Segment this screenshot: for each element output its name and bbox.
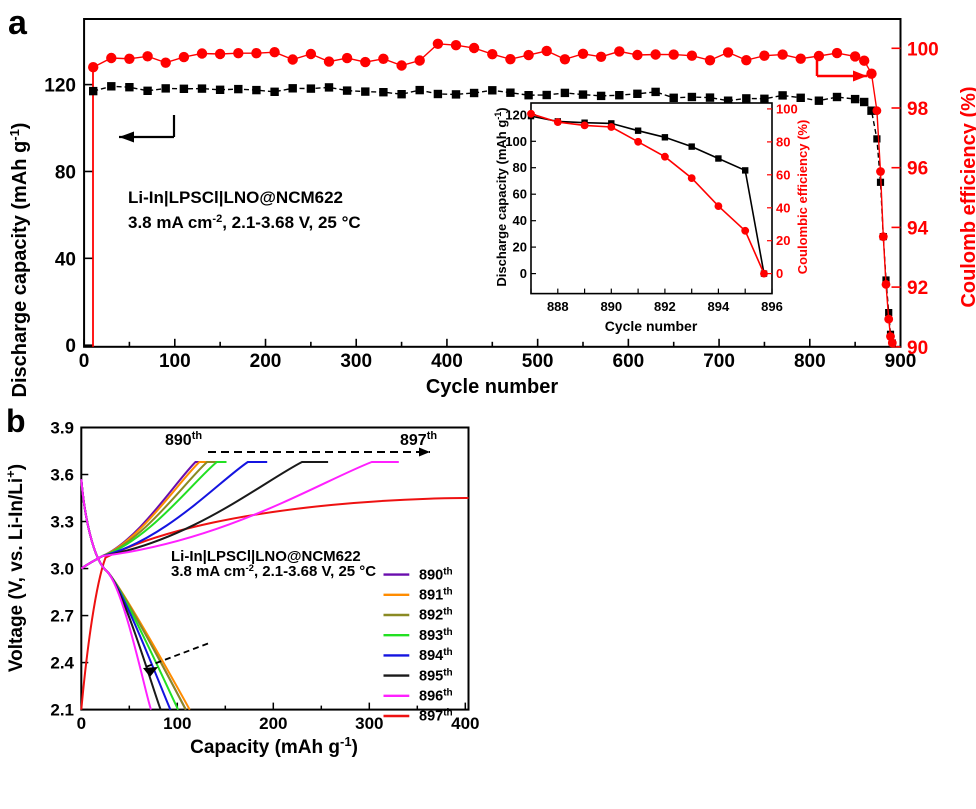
svg-text:3.3: 3.3 — [50, 513, 74, 532]
svg-text:891th: 891th — [419, 586, 453, 604]
svg-text:892th: 892th — [419, 606, 453, 624]
svg-text:Cycle number: Cycle number — [605, 318, 698, 334]
svg-text:100: 100 — [907, 39, 939, 60]
svg-text:40: 40 — [513, 213, 527, 228]
svg-text:400: 400 — [431, 351, 463, 372]
svg-text:890th: 890th — [419, 566, 453, 584]
svg-text:300: 300 — [355, 714, 383, 733]
svg-text:120: 120 — [44, 76, 76, 97]
svg-text:60: 60 — [513, 187, 527, 202]
svg-text:Cycle number: Cycle number — [426, 376, 558, 398]
svg-text:894th: 894th — [419, 647, 453, 665]
svg-text:200: 200 — [259, 714, 287, 733]
svg-text:20: 20 — [513, 240, 527, 255]
svg-text:Discharge capacity (mAh g-1): Discharge capacity (mAh g-1) — [493, 107, 509, 286]
svg-text:a: a — [8, 4, 28, 42]
svg-text:0: 0 — [520, 266, 527, 281]
svg-text:3.8 mA cm-2, 2.1-3.68 V, 25 °C: 3.8 mA cm-2, 2.1-3.68 V, 25 °C — [128, 213, 361, 232]
svg-text:80: 80 — [776, 134, 790, 149]
svg-text:94: 94 — [907, 218, 929, 239]
svg-text:96: 96 — [907, 159, 928, 180]
svg-text:Coulombic efficiency (%): Coulombic efficiency (%) — [795, 120, 810, 275]
svg-text:700: 700 — [703, 351, 735, 372]
svg-text:3.9: 3.9 — [50, 419, 74, 438]
svg-text:2.1: 2.1 — [50, 701, 74, 720]
svg-text:888: 888 — [547, 299, 569, 314]
svg-text:3.8 mA cm-2, 2.1-3.68 V, 25 °C: 3.8 mA cm-2, 2.1-3.68 V, 25 °C — [171, 563, 376, 581]
svg-text:40: 40 — [776, 200, 790, 215]
svg-text:895th: 895th — [419, 667, 453, 685]
svg-text:100: 100 — [159, 351, 191, 372]
svg-text:Voltage (V, vs. Li-In/Li+): Voltage (V, vs. Li-In/Li+) — [3, 464, 28, 672]
svg-text:Coulomb efficiency (%): Coulomb efficiency (%) — [958, 86, 976, 307]
svg-text:Capacity (mAh g-1): Capacity (mAh g-1) — [190, 734, 358, 759]
svg-text:100: 100 — [163, 714, 191, 733]
svg-text:3.6: 3.6 — [50, 466, 74, 485]
svg-text:2.7: 2.7 — [50, 607, 74, 626]
svg-text:b: b — [6, 403, 26, 439]
svg-text:80: 80 — [55, 163, 76, 184]
svg-text:890: 890 — [600, 299, 622, 314]
svg-text:897th: 897th — [419, 707, 453, 725]
svg-text:800: 800 — [794, 351, 826, 372]
svg-text:3.0: 3.0 — [50, 560, 74, 579]
svg-text:893th: 893th — [419, 626, 453, 644]
svg-text:Li-In|LPSCl|LNO@NCM622: Li-In|LPSCl|LNO@NCM622 — [128, 188, 343, 207]
svg-text:897th: 897th — [400, 430, 437, 449]
svg-text:60: 60 — [776, 167, 790, 182]
svg-text:2.4: 2.4 — [50, 654, 74, 673]
svg-text:0: 0 — [79, 351, 90, 372]
svg-text:0: 0 — [65, 336, 76, 357]
svg-text:894: 894 — [708, 299, 730, 314]
svg-text:20: 20 — [776, 233, 790, 248]
svg-text:80: 80 — [513, 160, 527, 175]
svg-text:0: 0 — [776, 266, 783, 281]
svg-text:500: 500 — [522, 351, 554, 372]
svg-text:100: 100 — [776, 101, 798, 116]
svg-text:200: 200 — [250, 351, 282, 372]
svg-text:40: 40 — [55, 249, 76, 270]
svg-text:896: 896 — [761, 299, 783, 314]
svg-text:400: 400 — [451, 714, 479, 733]
svg-text:896th: 896th — [419, 687, 453, 705]
svg-text:90: 90 — [907, 338, 928, 359]
svg-text:98: 98 — [907, 99, 928, 120]
svg-text:890th: 890th — [165, 430, 202, 449]
svg-text:92: 92 — [907, 278, 928, 299]
svg-text:600: 600 — [613, 351, 645, 372]
svg-text:892: 892 — [654, 299, 676, 314]
svg-text:Discharge capacity (mAh g-1): Discharge capacity (mAh g-1) — [7, 123, 32, 398]
svg-text:300: 300 — [340, 351, 372, 372]
svg-text:0: 0 — [77, 714, 86, 733]
